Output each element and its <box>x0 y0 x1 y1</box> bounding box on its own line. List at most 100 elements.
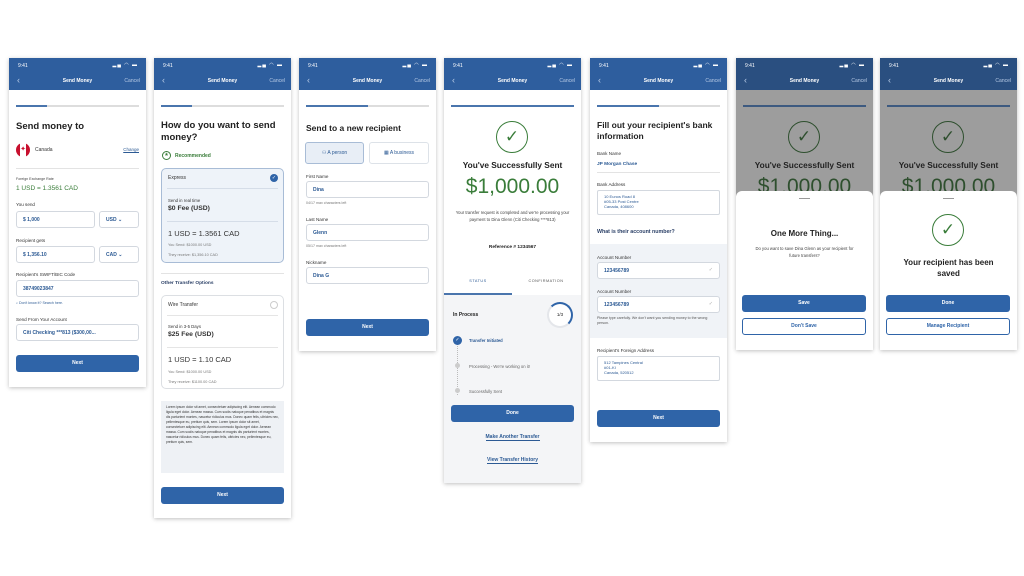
person-icon: ⚇ <box>321 150 328 156</box>
nav-title: Send Money <box>352 78 383 84</box>
foreign-address-textarea[interactable]: 512 Tampines Central #01-KI Canada, 520512 <box>597 356 720 381</box>
step-pending-icon <box>455 363 460 368</box>
make-another-transfer-link[interactable]: Make Another Transfer <box>485 434 540 441</box>
step-label: Successfully Sent <box>469 389 503 394</box>
confirm-account-input[interactable]: 123456789 ✓ <box>597 296 720 313</box>
sheet-message: Do you want to save Dina Glenn as your r… <box>755 246 854 258</box>
first-name-label: First Name <box>306 174 329 179</box>
last-name-input[interactable]: Glenn <box>306 224 429 241</box>
swift-input[interactable]: 38749023847 <box>16 280 139 297</box>
radio-icon[interactable] <box>270 301 278 309</box>
dont-save-button[interactable]: Don't Save <box>742 318 866 335</box>
back-icon[interactable]: ‹ <box>598 75 601 85</box>
nav-header: 9:41 ▂▄ ◠ ▬ ‹ Send Money Cancel <box>736 58 873 90</box>
cancel-button[interactable]: Cancel <box>269 78 285 84</box>
nickname-label: Nickname <box>306 260 327 265</box>
cancel-button[interactable]: Cancel <box>414 78 430 84</box>
send-currency-select[interactable]: USD ⌄ <box>99 211 139 228</box>
screen-send-money-to: 9:41 ▂▄ ◠ ▬ ‹ Send Money Cancel Send money t… <box>9 58 146 387</box>
status-time: 9:41 <box>308 63 318 69</box>
status-icons: ▂▄ ◠ ▬ <box>547 62 573 68</box>
view-transfer-history-link[interactable]: View Transfer History <box>486 457 539 464</box>
person-toggle[interactable]: ⚇ A person <box>305 142 364 164</box>
saved-check-icon: ✓ <box>932 214 964 246</box>
cancel-button[interactable]: Cancel <box>124 78 140 84</box>
disclaimer-text: Lorem ipsum dolor sit amet, consectetuer… <box>161 401 284 473</box>
confirm-account-label: Account Number <box>597 289 632 294</box>
save-button[interactable]: Save <box>742 295 866 312</box>
done-button[interactable]: Done <box>886 295 1010 312</box>
step-label: Transfer Initiated <box>469 338 503 343</box>
account-number-input[interactable]: 123456789 ✓ <box>597 262 720 279</box>
next-button[interactable]: Next <box>597 410 720 427</box>
progress-bar <box>16 105 139 107</box>
page-title: How do you want to send money? <box>161 120 276 143</box>
progress-ring: 1/3 <box>547 302 573 328</box>
timeline-line <box>457 343 458 395</box>
cancel-button[interactable]: Cancel <box>851 78 867 84</box>
change-link[interactable]: Change <box>123 147 139 152</box>
nav-header: 9:41 ▂▄ ◠ ▬ ‹ Send Money Cancel <box>154 58 291 90</box>
status-icons: ▂▄ ◠ ▬ <box>402 62 428 68</box>
send-amount-input[interactable]: $ 1,000 <box>16 211 95 228</box>
bank-address-textarea[interactable]: 10 Eunos Road 8 #05-33 Post Centre Canada,… <box>597 190 720 215</box>
nav-header: 9:41 ▂▄ ◠ ▬ ‹ Send Money Cancel <box>880 58 1017 90</box>
status-icons: ▂▄ ◠ ▬ <box>693 62 719 68</box>
back-icon[interactable]: ‹ <box>744 75 747 85</box>
divider <box>161 273 284 274</box>
status-icons: ▂▄ ◠ ▬ <box>257 62 283 68</box>
success-check-icon: ✓ <box>496 121 528 153</box>
selected-check-icon: ✓ <box>270 174 278 182</box>
cancel-button[interactable]: Cancel <box>705 78 721 84</box>
reference-number: Reference # 1234567 <box>488 245 537 250</box>
nav-title: Send Money <box>497 78 528 84</box>
swift-search-link[interactable]: ⌕ Don't know it? Search here. <box>16 301 64 305</box>
sheet-title: One More Thing... <box>770 229 839 238</box>
nickname-input[interactable]: Dina G <box>306 267 429 284</box>
back-icon[interactable]: ‹ <box>888 75 891 85</box>
progress-bar <box>451 105 574 107</box>
background-title: You've Successfully Sent <box>754 160 855 170</box>
tab-confirmation[interactable]: CONFIRMATION <box>528 279 564 283</box>
step-done-icon: ✓ <box>453 336 462 345</box>
bank-name-value[interactable]: JP Morgan Chase <box>597 162 638 167</box>
bank-address-label: Bank Address <box>597 182 626 187</box>
gets-amount-input[interactable]: $ 1,356.10 <box>16 246 95 263</box>
tab-status[interactable]: STATUS <box>469 279 487 283</box>
status-time: 9:41 <box>453 63 463 69</box>
wire-transfer-option[interactable]: Wire Transfer Send in 3-5 Days $25 Fee (… <box>161 295 284 389</box>
done-button[interactable]: Done <box>451 405 574 422</box>
first-name-input[interactable]: Dina <box>306 181 429 198</box>
divider <box>597 172 720 173</box>
page-title: Send money to <box>16 121 85 132</box>
success-check-icon: ✓ <box>932 121 964 153</box>
check-icon: ✓ <box>708 267 713 273</box>
sheet-handle[interactable] <box>799 198 810 199</box>
sheet-handle[interactable] <box>943 198 954 199</box>
next-button[interactable]: Next <box>16 355 139 372</box>
next-button[interactable]: Next <box>306 319 429 336</box>
screen-recipient-saved: 9:41 ▂▄ ◠ ▬ ‹ Send Money Cancel ✓ You've Suc… <box>880 58 1017 350</box>
check-icon: ✓ <box>708 301 713 307</box>
business-toggle[interactable]: ▦ A business <box>369 142 429 164</box>
cancel-button[interactable]: Cancel <box>559 78 575 84</box>
next-button[interactable]: Next <box>161 487 284 504</box>
gets-currency-select[interactable]: CAD ⌄ <box>99 246 139 263</box>
from-label: Send From Your Account <box>16 317 67 322</box>
nav-title: Send Money <box>789 78 820 84</box>
screen-success: 9:41 ▂▄ ◠ ▬ ‹ Send Money Cancel ✓ You've Suc… <box>444 58 581 483</box>
express-option[interactable]: Express ✓ Send in real time $0 Fee (USD)… <box>161 168 284 263</box>
back-icon[interactable]: ‹ <box>307 75 310 85</box>
account-select[interactable]: Citi Checking ***813 ($300,00... <box>16 324 139 341</box>
progress-bar <box>161 105 284 107</box>
account-hint: Please type carefully. We don't want you… <box>597 316 708 325</box>
bank-name-label: Bank Name <box>597 151 622 156</box>
manage-recipient-button[interactable]: Manage Recipient <box>886 318 1010 335</box>
cancel-button[interactable]: Cancel <box>995 78 1011 84</box>
page-title: Send to a new recipient <box>306 123 401 133</box>
swift-label: Recipient's SWIFT/BIC Code <box>16 272 76 277</box>
other-options-label: Other Transfer Options <box>161 281 214 286</box>
back-icon[interactable]: ‹ <box>17 75 20 85</box>
back-icon[interactable]: ‹ <box>162 75 165 85</box>
back-icon[interactable]: ‹ <box>452 75 455 85</box>
